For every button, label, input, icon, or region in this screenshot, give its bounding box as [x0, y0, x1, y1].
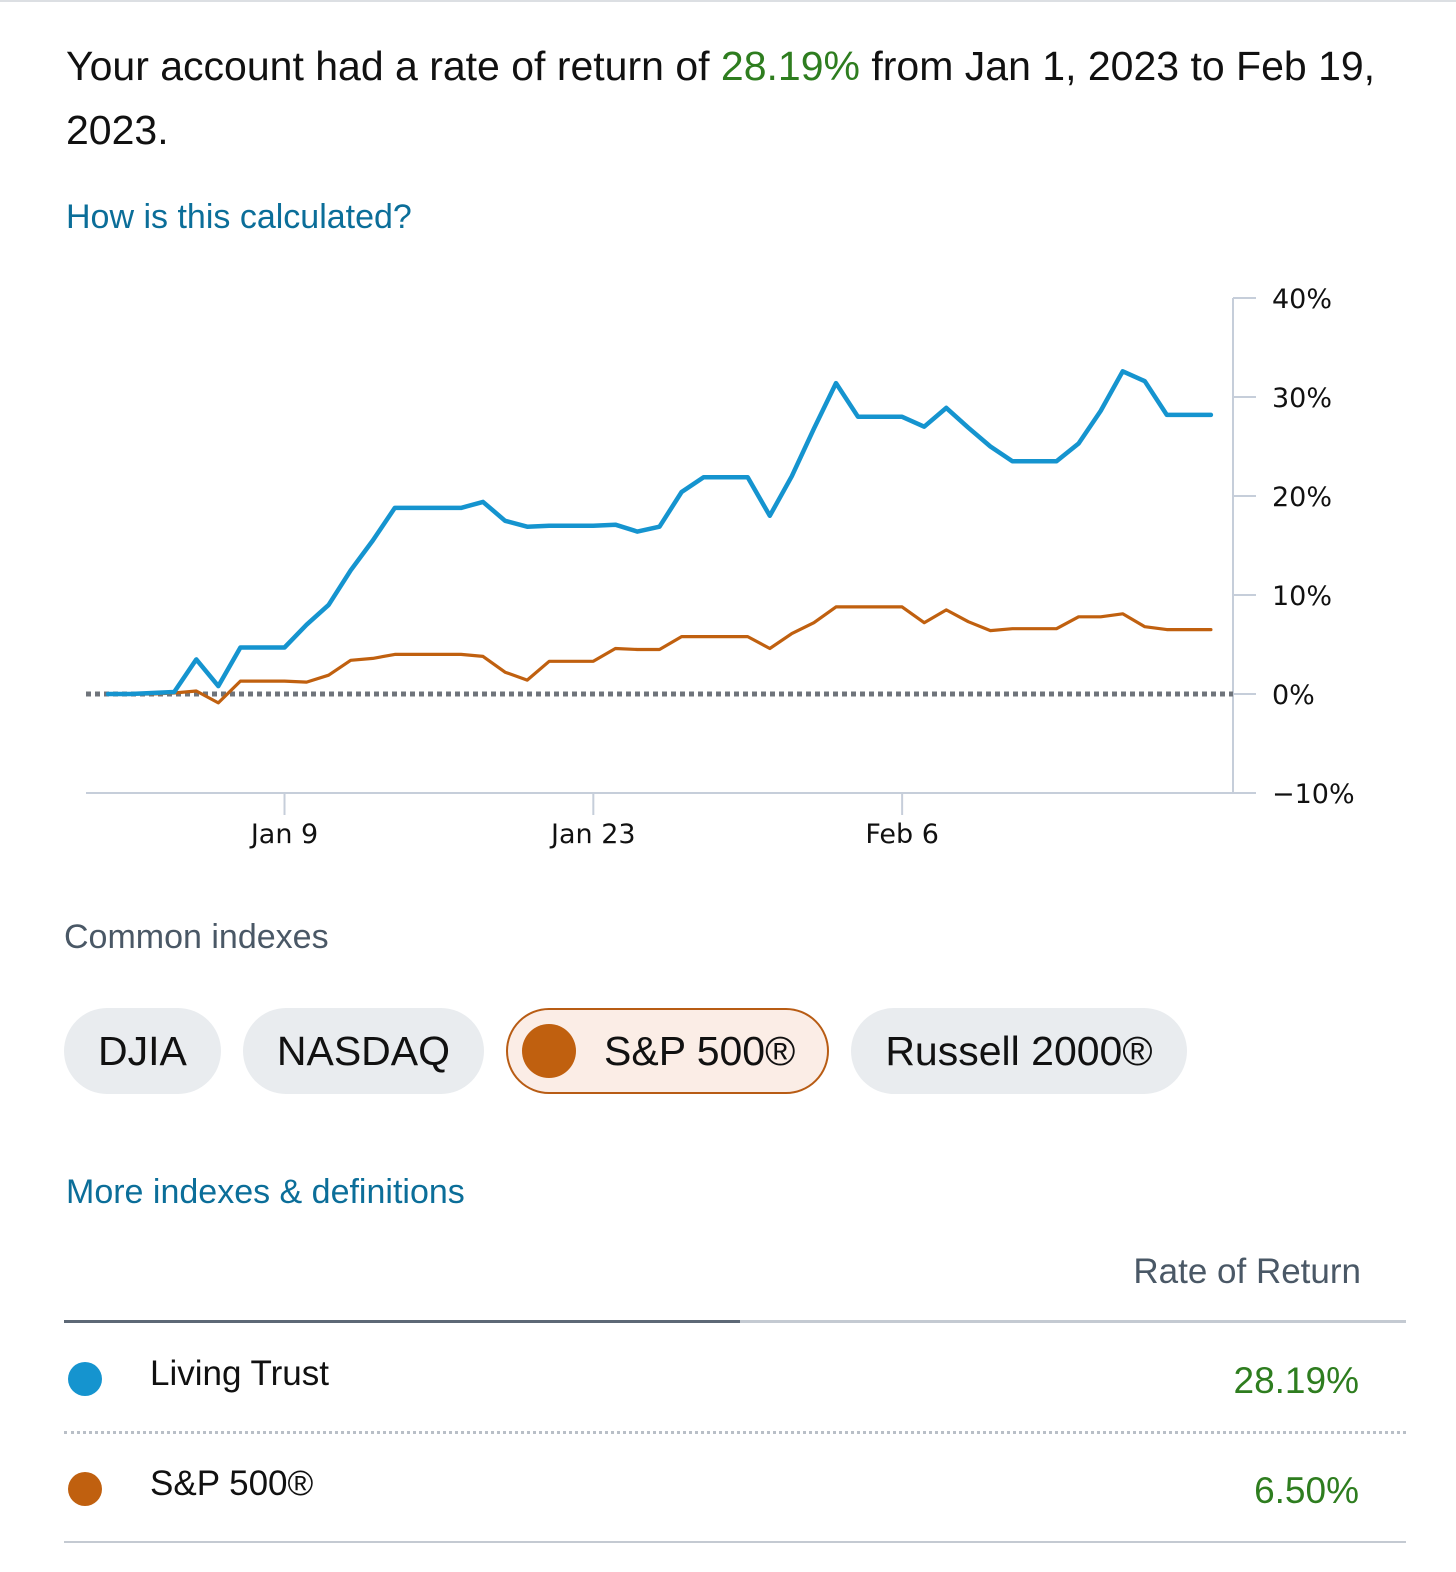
table-row-living-trust: Living Trust 28.19% — [64, 1348, 1406, 1418]
chart-axes: 40% 30% 20% 10% 0% −10% Jan 9 Jan 23 Feb 6 — [86, 284, 1355, 850]
row-name: S&P 500® — [150, 1464, 314, 1503]
sp500-row-dot-icon — [68, 1472, 102, 1506]
chip-russell-2000[interactable]: Russell 2000® — [851, 1008, 1187, 1094]
y-tick-label: 10% — [1272, 581, 1332, 612]
chip-djia-label: DJIA — [98, 1027, 187, 1074]
chip-sp500-label: S&P 500® — [604, 1027, 796, 1074]
top-divider — [0, 0, 1456, 2]
chip-nasdaq-label: NASDAQ — [276, 1027, 451, 1074]
chip-russell-label: Russell 2000® — [885, 1027, 1153, 1074]
x-tick-label: Feb 6 — [865, 819, 939, 850]
living-trust-series-line — [105, 369, 1214, 697]
x-tick-label: Jan 23 — [549, 819, 636, 850]
chip-djia[interactable]: DJIA — [64, 1008, 221, 1094]
chart-series — [105, 369, 1214, 705]
sp500-series-line — [106, 605, 1213, 705]
summary-rate: 28.19% — [720, 43, 860, 89]
more-indexes-link[interactable]: More indexes & definitions — [66, 1173, 465, 1211]
how-calculated-link[interactable]: How is this calculated? — [66, 198, 412, 236]
row-value: 28.19% — [1233, 1360, 1360, 1401]
index-chips: DJIA NASDAQ S&P 500® Russell 2000® — [64, 1008, 1187, 1094]
y-tick-label: 30% — [1272, 383, 1332, 414]
table-bottom-divider — [64, 1541, 1406, 1543]
rate-of-return-header: Rate of Return — [1133, 1252, 1361, 1291]
return-chart: 40% 30% 20% 10% 0% −10% Jan 9 Jan 23 Feb 6 — [86, 284, 1355, 850]
summary-suffix: from Jan 1, 2023 to Feb 19, 2023. — [66, 43, 1376, 153]
x-tick-label: Jan 9 — [249, 819, 318, 850]
y-tick-label: 20% — [1272, 482, 1332, 513]
common-indexes-label: Common indexes — [64, 918, 329, 956]
row-name: Living Trust — [150, 1354, 329, 1393]
return-summary: Your account had a rate of return of 28.… — [66, 34, 1406, 162]
chip-nasdaq[interactable]: NASDAQ — [242, 1008, 485, 1094]
row-divider — [64, 1431, 1406, 1434]
sp500-dot-icon — [522, 1024, 577, 1078]
summary-prefix: Your account had a rate of return of — [66, 43, 721, 89]
table-top-divider — [64, 1320, 1406, 1323]
chip-sp500[interactable]: S&P 500® — [506, 1008, 830, 1094]
y-tick-label: 40% — [1272, 284, 1332, 315]
living-trust-dot-icon — [68, 1362, 102, 1396]
y-tick-label: −10% — [1272, 779, 1355, 810]
table-row-sp500: S&P 500® 6.50% — [64, 1458, 1406, 1528]
row-value: 6.50% — [1254, 1470, 1359, 1511]
y-tick-label: 0% — [1272, 680, 1315, 711]
